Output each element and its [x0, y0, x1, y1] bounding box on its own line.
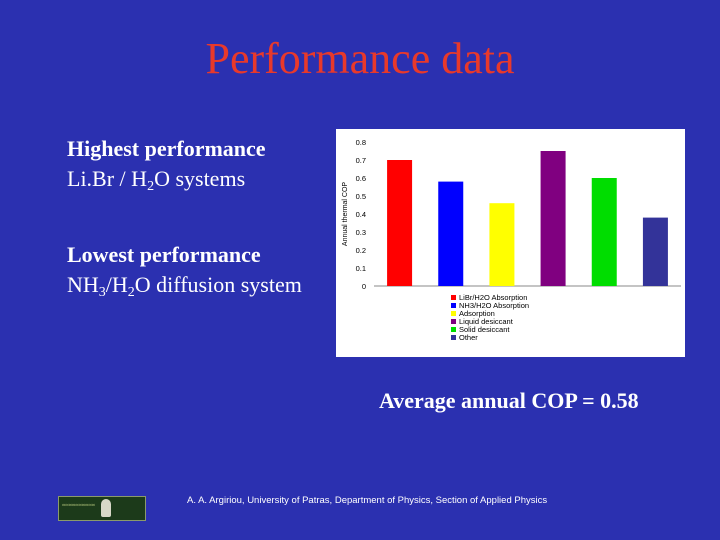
- legend-label: Liquid desiccant: [459, 317, 514, 326]
- lowest-performance-block: Lowest performance NH3/H2O diffusion sys…: [67, 240, 302, 300]
- average-cop-text: Average annual COP = 0.58: [379, 388, 639, 413]
- y-tick-label: 0.8: [356, 138, 366, 147]
- y-tick-label: 0.3: [356, 228, 366, 237]
- legend-swatch: [451, 335, 456, 340]
- legend-label: Adsorption: [459, 309, 495, 318]
- legend-swatch: [451, 319, 456, 324]
- legend-swatch: [451, 327, 456, 332]
- y-axis-label: Annual thermal COP: [342, 182, 349, 247]
- bar-liquid-desiccant: [540, 151, 566, 286]
- chart-svg: Annual thermal COP 0 0.1 0.2 0.3 0.4 0.5 0.6 0.7…: [342, 138, 681, 342]
- legend-label: Other: [459, 333, 478, 342]
- logo-figure-icon: [101, 499, 111, 517]
- bar-adsorption: [489, 203, 515, 286]
- y-tick-label: 0: [362, 282, 366, 291]
- bar-other: [642, 217, 668, 286]
- legend-label: NH3/H2O Absorption: [459, 301, 529, 310]
- logo-lettering: ≈≈≈≈≈≈≈≈≈≈: [62, 503, 95, 509]
- lowest-performance-heading: Lowest performance: [67, 242, 261, 267]
- legend-swatch: [451, 311, 456, 316]
- y-tick-label: 0.5: [356, 192, 366, 201]
- y-tick-label: 0.7: [356, 156, 366, 165]
- footer-credit: A. A. Argiriou, University of Patras, De…: [187, 495, 548, 506]
- cop-bar-chart: Annual thermal COP 0 0.1 0.2 0.3 0.4 0.5 0.6 0.7…: [336, 129, 685, 357]
- y-tick-label: 0.2: [356, 246, 366, 255]
- y-tick-label: 0.6: [356, 174, 366, 183]
- bar-nh3-h2o-absorption: [438, 181, 464, 286]
- highest-performance-heading: Highest performance: [67, 136, 266, 161]
- slide-title: Performance data: [205, 34, 515, 83]
- legend-swatch: [451, 295, 456, 300]
- university-logo: ≈≈≈≈≈≈≈≈≈≈: [58, 496, 146, 521]
- bar-solid-desiccant: [591, 178, 617, 286]
- legend-swatch: [451, 303, 456, 308]
- highest-performance-block: Highest performance Li.Br / H2O systems: [67, 134, 266, 194]
- legend-label: LiBr/H2O Absorption: [459, 293, 527, 302]
- highest-performance-system: Li.Br / H2O systems: [67, 166, 246, 194]
- y-tick-label: 0.1: [356, 264, 366, 273]
- y-tick-label: 0.4: [356, 210, 366, 219]
- lowest-performance-system: NH3/H2O diffusion system: [67, 272, 302, 300]
- legend-label: Solid desiccant: [459, 325, 510, 334]
- bar-libr-h2o-absorption: [387, 160, 413, 286]
